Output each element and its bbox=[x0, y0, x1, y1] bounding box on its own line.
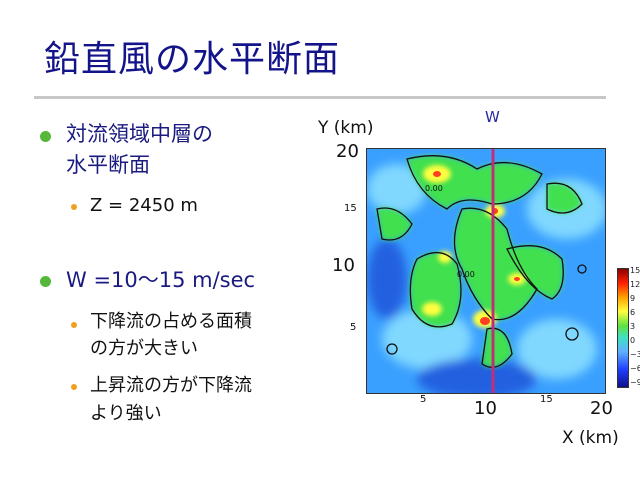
max-updraft-cores bbox=[433, 171, 520, 325]
sub-bullet-text: Z = 2450 m bbox=[90, 195, 198, 216]
sub-bullet-text: 下降流の占める面積 bbox=[90, 311, 252, 332]
colorbar bbox=[617, 268, 629, 388]
x-axis-label: X (km) bbox=[562, 428, 619, 448]
colorbar-tick: 12 bbox=[630, 280, 640, 289]
vertical-wind-map: 0.00 0.00 bbox=[366, 148, 606, 394]
contour-label: 0.00 bbox=[425, 184, 443, 193]
title-divider bbox=[34, 96, 606, 99]
y-tick-10: 10 bbox=[332, 255, 355, 276]
vertical-wind-field: 0.00 0.00 bbox=[367, 149, 605, 393]
bullet-text: 水平断面 bbox=[66, 153, 150, 177]
zero-contours bbox=[376, 155, 587, 368]
sub-bullet-dot bbox=[71, 384, 77, 390]
sub-bullet-dot bbox=[71, 322, 77, 328]
x-tick-15: 15 bbox=[540, 394, 553, 405]
x-tick-5: 5 bbox=[420, 394, 427, 405]
colorbar-tick: 3 bbox=[630, 322, 636, 331]
y-tick-20: 20 bbox=[336, 141, 359, 162]
slide-title: 鉛直風の水平断面 bbox=[44, 39, 341, 80]
sub-bullet-dot bbox=[71, 204, 77, 210]
sub-bullet-text: 上昇流の方が下降流 bbox=[90, 375, 252, 396]
sub-bullet-text: の方が大きい bbox=[90, 338, 198, 359]
sub-bullet-text: より強い bbox=[90, 403, 162, 424]
x-tick-10: 10 bbox=[474, 398, 497, 419]
bullet-text: W =10～15 m/sec bbox=[66, 268, 256, 292]
bullet-dot bbox=[40, 276, 51, 287]
y-tick-15: 15 bbox=[344, 203, 357, 214]
bullet-text: 対流領域中層の bbox=[66, 122, 213, 146]
y-axis-label: Y (km) bbox=[318, 118, 374, 138]
contour-label: 0.00 bbox=[457, 270, 475, 279]
colorbar-tick: −6 bbox=[630, 364, 640, 373]
colorbar-tick: −3 bbox=[630, 350, 640, 359]
colorbar-tick: 9 bbox=[630, 294, 636, 303]
colorbar-tick: 6 bbox=[630, 308, 636, 317]
x-tick-20: 20 bbox=[590, 398, 613, 419]
figure-variable-label: W bbox=[485, 108, 500, 126]
colorbar-tick: −9 bbox=[630, 378, 640, 387]
y-tick-5: 5 bbox=[350, 322, 357, 333]
bullet-dot bbox=[40, 131, 51, 142]
colorbar-tick: 15 bbox=[630, 266, 640, 275]
colorbar-tick: 0 bbox=[630, 336, 636, 345]
